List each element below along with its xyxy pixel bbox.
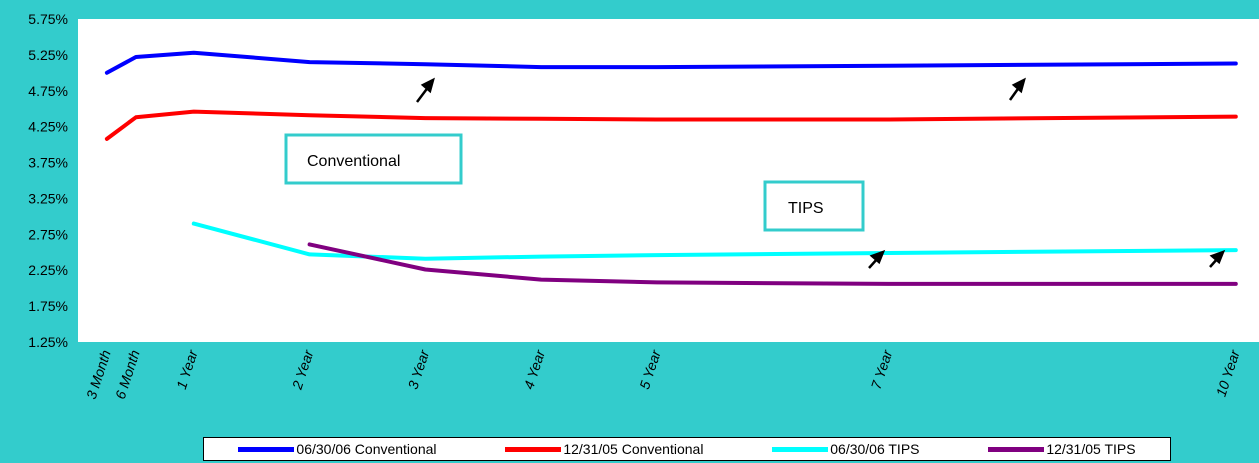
x-tick-label: 3 Month <box>83 348 114 401</box>
arrow-icon <box>416 77 435 103</box>
legend-swatch <box>988 446 1045 452</box>
legend-swatch <box>238 446 295 452</box>
series-lines <box>104 50 1238 286</box>
arrows <box>416 77 1226 269</box>
tips-annotation-label: TIPS <box>788 200 824 217</box>
plot-area <box>78 19 1259 342</box>
legend-item: 06/30/06 TIPS <box>772 441 920 457</box>
x-tick-label: 10 Year <box>1213 347 1243 399</box>
arrow-icon <box>868 249 886 269</box>
x-tick-label: 6 Month <box>112 348 143 401</box>
conventional-annotation-label: Conventional <box>307 153 400 170</box>
y-tick-label: 2.25% <box>28 262 68 278</box>
x-tick-label: 7 Year <box>868 347 896 391</box>
legend-label: 06/30/06 Conventional <box>296 441 437 457</box>
y-tick-label: 5.25% <box>28 47 68 63</box>
legend-label: 06/30/06 TIPS <box>830 441 920 457</box>
series-line <box>191 221 1238 261</box>
x-tick-label: 1 Year <box>173 347 201 391</box>
legend-label: 12/31/05 Conventional <box>563 441 704 457</box>
legend: 06/30/06 Conventional 12/31/05 Conventio… <box>203 437 1171 461</box>
legend-label: 12/31/05 TIPS <box>1046 441 1136 457</box>
x-tick-label: 3 Year <box>405 347 433 391</box>
x-tick-label: 4 Year <box>520 347 548 391</box>
legend-item: 06/30/06 Conventional <box>238 441 437 457</box>
x-tick-label: 2 Year <box>288 347 316 392</box>
y-tick-label: 2.75% <box>28 226 68 242</box>
legend-swatch <box>772 446 829 452</box>
series-line <box>307 242 1238 286</box>
y-tick-label: 4.75% <box>28 83 68 99</box>
y-axis-ticks: 1.25% 1.75% 2.25% 2.75% 3.25% 3.75% 4.25% 4.75%… <box>28 11 68 350</box>
x-tick-label: 5 Year <box>636 347 664 391</box>
y-tick-label: 3.25% <box>28 190 68 206</box>
arrow-icon <box>1008 77 1026 101</box>
tips-annotation-box <box>763 180 865 232</box>
y-tick-label: 1.75% <box>28 298 68 314</box>
y-tick-label: 3.75% <box>28 155 68 171</box>
legend-item: 12/31/05 TIPS <box>988 441 1136 457</box>
series-line <box>104 50 1238 75</box>
series-line <box>104 109 1238 141</box>
conventional-annotation-box <box>284 133 463 185</box>
y-tick-label: 1.25% <box>28 334 68 350</box>
y-tick-label: 5.75% <box>28 11 68 27</box>
arrow-icon <box>1209 249 1226 268</box>
y-tick-label: 4.25% <box>28 119 68 135</box>
legend-item: 12/31/05 Conventional <box>505 441 703 457</box>
legend-swatch <box>505 446 562 452</box>
